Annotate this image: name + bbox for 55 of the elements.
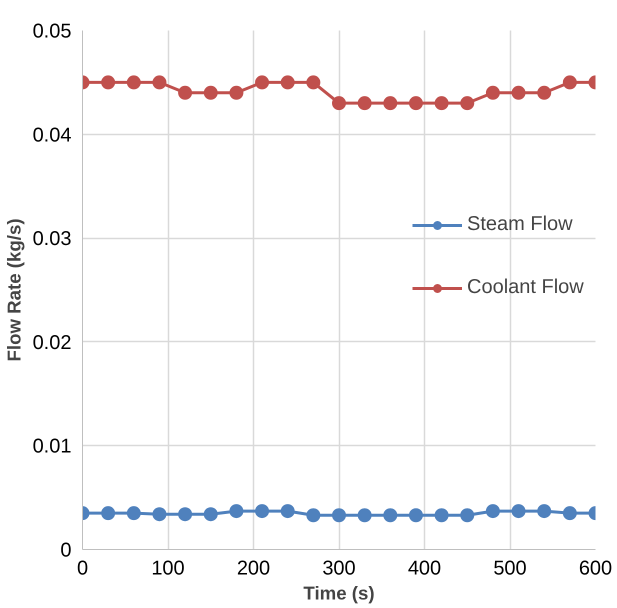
point (434, 508, 449, 522)
point (255, 75, 270, 90)
point (408, 508, 423, 522)
point (101, 75, 116, 90)
point (255, 504, 270, 518)
x-tick-label: 500 (493, 558, 527, 580)
point (306, 75, 320, 90)
legend-label: Steam Flow (467, 213, 573, 236)
x-tick-label: 300 (322, 558, 356, 580)
point (383, 508, 398, 522)
point (332, 508, 346, 522)
x-tick-label: 0 (76, 558, 88, 580)
point (101, 506, 116, 520)
point (178, 86, 192, 100)
y-tick-label: 0.04 (32, 124, 72, 146)
point (460, 96, 474, 110)
x-tick-label: 600 (578, 558, 612, 580)
point (280, 504, 295, 518)
point (178, 507, 192, 522)
point (434, 96, 449, 110)
point (152, 507, 166, 522)
y-tick-label: 0.02 (32, 332, 72, 354)
x-tick-label: 200 (236, 558, 270, 580)
point (306, 508, 320, 522)
point (358, 508, 372, 522)
point (358, 96, 372, 110)
point (152, 75, 166, 90)
point (512, 504, 526, 518)
point (537, 504, 552, 518)
y-tick-label: 0.01 (32, 436, 72, 458)
point (332, 96, 346, 110)
point (229, 504, 244, 518)
point (486, 504, 500, 518)
x-tick-label: 400 (408, 558, 442, 580)
point (204, 86, 218, 100)
point (408, 96, 423, 110)
point (562, 75, 577, 90)
point (126, 75, 141, 90)
point (460, 508, 474, 522)
point (537, 86, 552, 100)
point (280, 75, 295, 90)
point (486, 86, 500, 100)
point (126, 506, 141, 520)
legend-label: Coolant Flow (467, 276, 584, 299)
point (229, 86, 244, 100)
x-tick-label: 100 (151, 558, 185, 580)
y-axis-title: Flow Rate (kg/s) (4, 218, 25, 362)
y-tick-label: 0.03 (32, 228, 72, 250)
point (204, 507, 218, 522)
point (383, 96, 398, 110)
x-axis-title: Time (s) (303, 582, 375, 604)
point (562, 506, 577, 520)
y-tick-label: 0.05 (32, 20, 72, 42)
point (512, 86, 526, 100)
y-tick-label: 0 (60, 540, 72, 562)
